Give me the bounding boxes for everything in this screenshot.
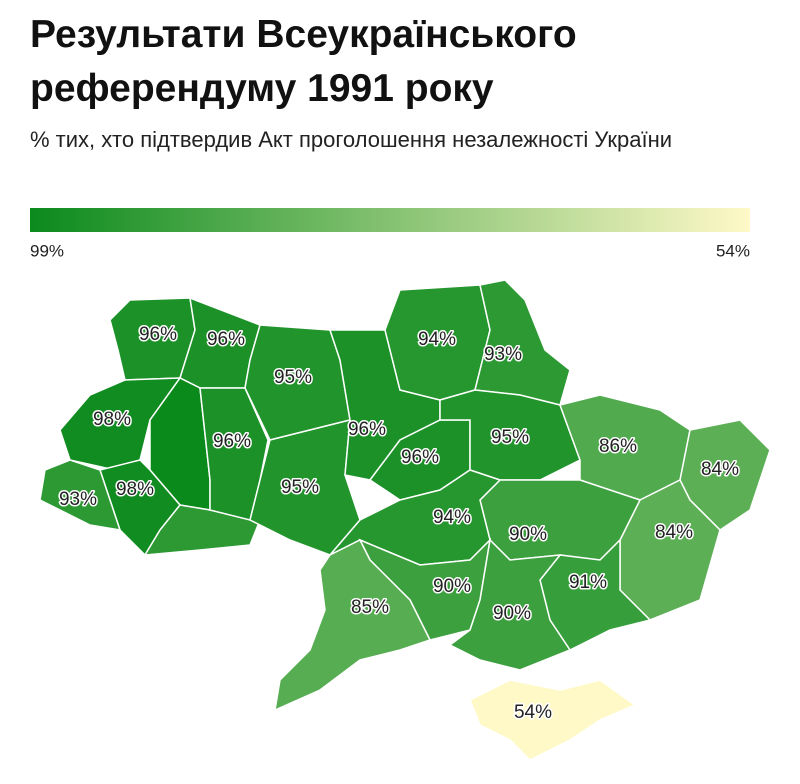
- region-label: 96%: [348, 419, 386, 440]
- legend-bar: [30, 208, 750, 232]
- region-label: 90%: [509, 524, 547, 545]
- region-label: 98%: [93, 409, 131, 430]
- region-label: 90%: [493, 603, 531, 624]
- regions: [39, 279, 771, 761]
- region-label: 91%: [569, 572, 607, 593]
- region-label: 96%: [401, 447, 439, 468]
- region-label: 94%: [433, 507, 471, 528]
- legend-min-label: 54%: [716, 241, 750, 260]
- region-label: 95%: [274, 367, 312, 388]
- region: [469, 679, 637, 761]
- region-label: 84%: [701, 459, 739, 480]
- region-label: 86%: [599, 436, 637, 457]
- region-label: 90%: [433, 576, 471, 597]
- region-label: 94%: [418, 329, 456, 350]
- region-label: 96%: [207, 329, 245, 350]
- region-label: 96%: [213, 431, 251, 452]
- legend-max-label: 99%: [30, 241, 64, 260]
- region: [448, 538, 572, 671]
- region-label: 93%: [484, 344, 522, 365]
- region: [274, 538, 432, 712]
- region-label: 93%: [59, 489, 97, 510]
- region-label: 98%: [116, 479, 154, 500]
- region-label: 84%: [655, 522, 693, 543]
- region-label: 54%: [514, 702, 552, 723]
- title: Результати Всеукраїнського референдуму 1…: [30, 13, 577, 110]
- region: [39, 459, 122, 531]
- region-label: 95%: [491, 427, 529, 448]
- region-label: 96%: [139, 324, 177, 345]
- subtitle: % тих, хто підтвердив Акт проголошення н…: [30, 127, 673, 152]
- region-label: 85%: [351, 597, 389, 618]
- region-label: 95%: [281, 477, 319, 498]
- region: [143, 504, 262, 556]
- region: [474, 279, 571, 406]
- region-labels: 96% 96% 98% 98% 93% 96% 95% 95% 96% 94% 93% 96% 95% 8…: [57, 323, 740, 725]
